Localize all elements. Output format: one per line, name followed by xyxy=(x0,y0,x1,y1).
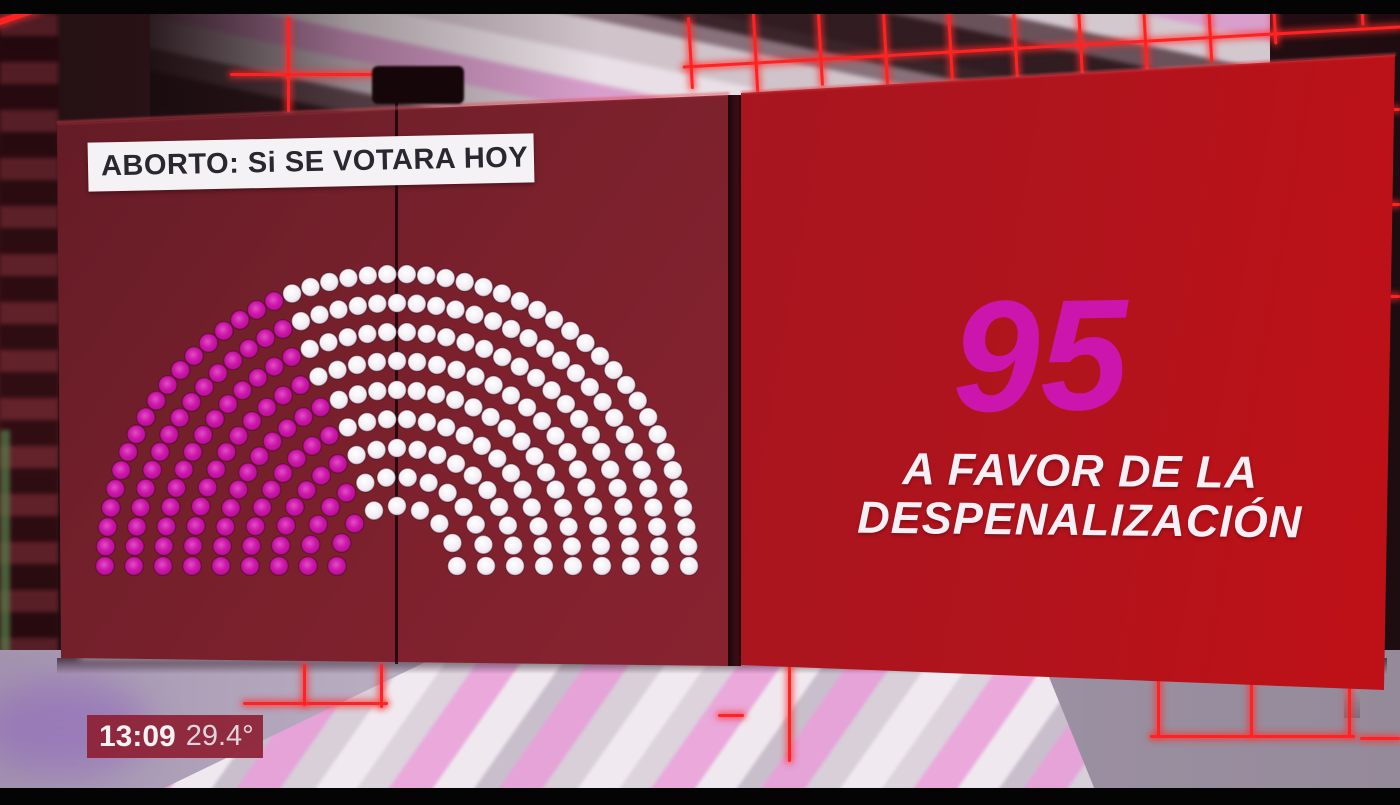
green-light-sliver xyxy=(0,430,10,700)
led-tick xyxy=(788,662,791,762)
result-label-line1: A FAVOR DE LA xyxy=(902,443,1259,498)
letterbox-bar-bottom xyxy=(0,788,1400,805)
led-segment xyxy=(1388,203,1400,206)
led-tick xyxy=(816,9,824,86)
led-tick xyxy=(287,17,290,112)
led-line-horizontal xyxy=(1150,735,1355,738)
result-label-line2: DESPENALIZACIÓN xyxy=(856,491,1303,547)
led-line-horizontal xyxy=(243,702,388,705)
headline-title: ABORTO: Si SE VOTARA HOY xyxy=(100,141,529,183)
result-label: A FAVOR DE LA DESPENALIZACIÓN xyxy=(790,443,1371,547)
studio-equipment-silhouette xyxy=(372,66,464,104)
clock-time: 13:09 xyxy=(99,719,176,753)
led-tick xyxy=(303,664,306,706)
panel-support-leg xyxy=(1344,690,1360,718)
led-segment xyxy=(1386,295,1400,298)
led-segment xyxy=(1390,108,1400,111)
temperature: 29.4° xyxy=(185,720,254,752)
led-tick xyxy=(751,13,760,98)
led-line-horizontal xyxy=(230,73,412,76)
panel-gap xyxy=(728,95,741,666)
led-tick xyxy=(686,17,694,90)
led-tick xyxy=(946,2,954,81)
panel-seam-line xyxy=(395,96,398,664)
led-tick xyxy=(1250,666,1253,736)
clock-badge: 13:09 29.4° xyxy=(87,715,263,758)
led-tick xyxy=(380,664,383,708)
letterbox-bar-top xyxy=(0,0,1400,14)
led-tick xyxy=(1157,666,1160,736)
led-segment xyxy=(1360,737,1400,740)
led-tick xyxy=(881,6,890,93)
led-segment xyxy=(718,714,744,717)
led-tick xyxy=(1348,666,1351,736)
result-number: 95 xyxy=(950,266,1130,446)
headline-banner: ABORTO: Si SE VOTARA HOY xyxy=(87,133,535,192)
